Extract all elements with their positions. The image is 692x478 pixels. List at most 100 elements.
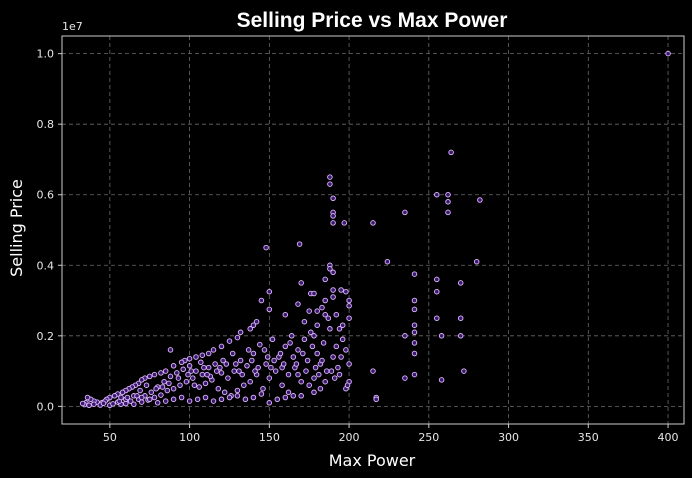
- y-tick-label: 1.0: [37, 48, 55, 61]
- scatter-point: [346, 315, 352, 321]
- scatter-point: [247, 326, 253, 332]
- scatter-point: [226, 394, 233, 401]
- scatter-point: [344, 382, 351, 388]
- scatter-point: [293, 361, 300, 367]
- y-axis-title: Selling Price: [7, 179, 26, 277]
- scatter-point: [457, 280, 464, 286]
- scatter-point: [146, 373, 153, 380]
- scatter-point: [327, 266, 333, 272]
- scatter-point: [306, 308, 312, 314]
- scatter-point: [266, 288, 273, 295]
- scatter-point: [330, 287, 336, 293]
- scatter-point: [411, 322, 418, 328]
- scatter-point: [272, 368, 279, 374]
- scatter-point: [336, 326, 343, 332]
- scatter-point: [237, 329, 244, 336]
- scatter-point: [167, 347, 174, 353]
- scatter-point: [328, 368, 335, 374]
- scatter-point: [338, 287, 344, 293]
- scatter-point: [225, 375, 231, 381]
- scatter-point: [167, 373, 174, 380]
- scatter-point: [162, 368, 169, 374]
- y-tick-label: 0.8: [37, 118, 55, 131]
- scatter-point: [177, 382, 183, 388]
- scatter-point: [298, 393, 304, 399]
- scatter-point: [322, 276, 328, 283]
- scatter-point: [308, 329, 314, 336]
- scatter-point: [249, 357, 255, 364]
- y-tick-label: 0.6: [37, 189, 55, 202]
- scatter-point: [461, 368, 467, 374]
- scatter-point: [320, 340, 327, 346]
- scatter-point: [247, 378, 253, 385]
- scatter-point: [180, 366, 186, 373]
- scatter-point: [161, 378, 167, 385]
- scatter-point: [346, 297, 352, 304]
- scatter-point: [233, 361, 239, 367]
- scatter-point: [170, 385, 177, 392]
- scatter-point: [336, 371, 343, 378]
- scatter-point: [186, 355, 193, 362]
- scatter-point: [202, 380, 209, 387]
- scatter-point: [411, 329, 418, 336]
- scatter-point: [212, 361, 218, 367]
- scatter-point: [343, 288, 349, 295]
- x-tick-label: 150: [259, 431, 280, 444]
- scatter-point: [434, 288, 440, 295]
- scatter-point: [322, 311, 328, 318]
- scatter-point: [264, 354, 271, 360]
- scatter-point: [250, 394, 257, 401]
- scatter-point: [124, 394, 131, 401]
- scatter-point: [314, 322, 320, 328]
- scatter-point: [205, 364, 212, 371]
- scatter-point: [239, 371, 245, 378]
- scatter-point: [210, 398, 217, 404]
- scatter-point: [153, 385, 159, 392]
- scatter-point: [255, 364, 261, 371]
- scatter-point: [300, 350, 306, 357]
- scatter-point: [198, 359, 204, 366]
- x-tick-label: 300: [498, 431, 519, 444]
- scatter-point: [151, 371, 158, 378]
- scatter-point: [285, 389, 292, 396]
- scatter-point: [204, 371, 210, 378]
- scatter-point: [438, 377, 445, 383]
- scatter-point: [100, 400, 107, 406]
- scatter-point: [119, 389, 126, 396]
- scatter-point: [445, 199, 451, 205]
- scatter-point: [217, 364, 223, 371]
- scatter-point: [186, 363, 193, 369]
- scatter-point: [260, 385, 266, 392]
- scatter-point: [220, 357, 226, 364]
- scatter-point: [311, 389, 317, 396]
- y-axis: 0.0 0.2 0.4 0.6 0.8 1.0: [37, 48, 62, 413]
- scatter-point: [162, 398, 169, 404]
- scatter-point: [202, 394, 209, 401]
- scatter-point: [268, 364, 274, 371]
- x-tick-label: 50: [103, 431, 117, 444]
- scatter-point: [242, 396, 249, 403]
- scatter-point: [282, 311, 289, 318]
- scatter-point: [477, 197, 483, 203]
- scatter-point: [290, 354, 297, 360]
- scatter-point: [335, 364, 341, 371]
- scatter-point: [339, 322, 346, 328]
- scatter-point: [295, 347, 301, 353]
- scatter-point: [288, 333, 295, 339]
- x-tick-label: 250: [418, 431, 439, 444]
- scatter-point: [218, 343, 225, 350]
- scatter-point: [312, 364, 319, 371]
- scatter-point: [258, 391, 265, 397]
- scatter-point: [178, 359, 185, 366]
- scatter-point: [193, 368, 199, 374]
- scatter-point: [201, 364, 207, 371]
- scatter-point: [438, 333, 445, 339]
- grid: [62, 36, 684, 424]
- scatter-point: [245, 347, 252, 353]
- scatter-point: [266, 400, 273, 406]
- scatter-point: [343, 347, 349, 353]
- scatter-point: [325, 315, 332, 321]
- scatter-point: [457, 333, 464, 339]
- scatter-point: [234, 387, 241, 394]
